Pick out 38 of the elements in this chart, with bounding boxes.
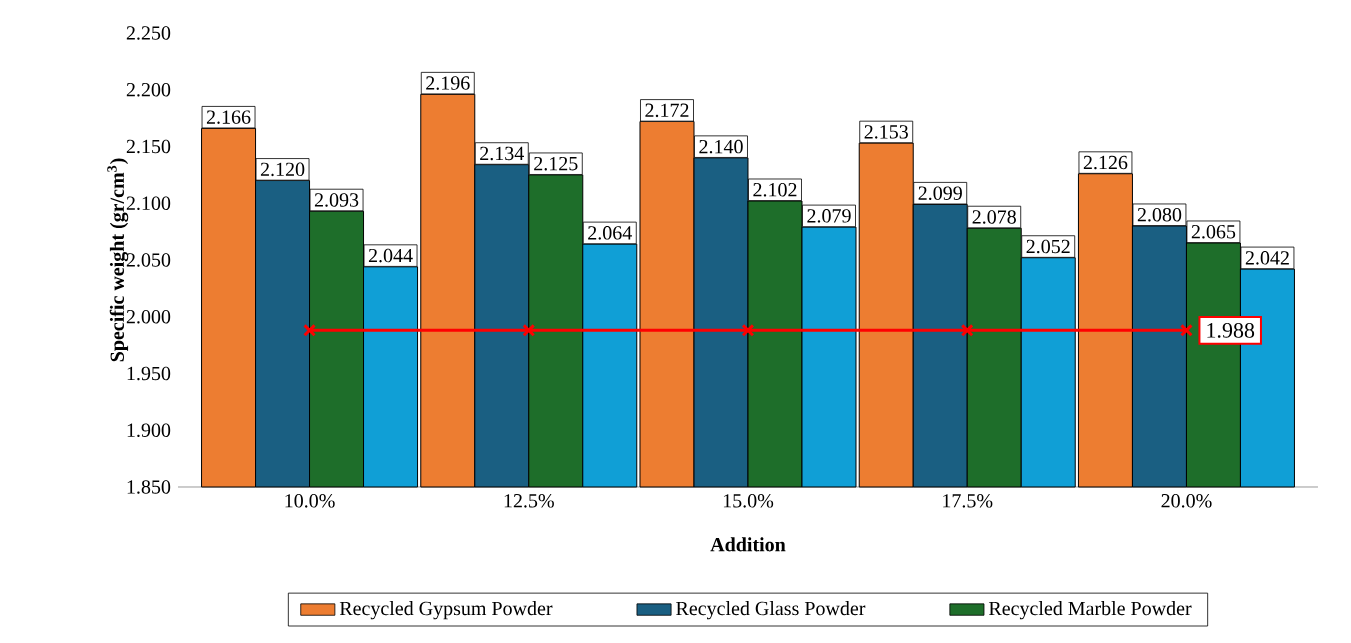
y-tick-label: 2.000 [126, 309, 171, 324]
data-label: 2.102 [753, 182, 797, 197]
data-label: 2.134 [480, 146, 524, 161]
data-label: 2.042 [1245, 251, 1289, 265]
y-tick-label: 2.150 [126, 139, 171, 154]
data-label: 2.093 [314, 193, 359, 207]
x-tick-label: 12.5% [504, 494, 554, 508]
y-tick-label: 2.100 [126, 196, 171, 211]
x-tick-label: 10.0% [285, 494, 335, 508]
x-tick-label: 15.0% [723, 494, 774, 508]
data-label: 2.120 [260, 162, 305, 177]
data-label: 2.065 [1191, 224, 1236, 239]
data-label: 1.988 [1207, 322, 1255, 338]
data-label: 2.044 [368, 248, 413, 263]
data-label: 2.172 [645, 103, 689, 118]
data-label: 2.140 [699, 139, 743, 154]
x-tick-label: 20.0% [1161, 494, 1212, 508]
y-tick-label: 1.950 [127, 366, 171, 381]
data-label: 2.064 [588, 226, 632, 240]
legend-label: Recycled Marble Powder [988, 601, 1192, 620]
legend-label: Recycled Glass Powder [676, 601, 866, 620]
data-label: 2.078 [972, 210, 1016, 224]
data-label: 2.166 [206, 110, 251, 124]
x-tick-label: 17.5% [943, 494, 993, 508]
y-tick-label: 2.200 [126, 82, 171, 97]
data-label: 2.125 [534, 156, 578, 171]
data-label: 2.099 [918, 186, 962, 200]
data-label: 2.079 [807, 209, 851, 223]
legend-label: Recycled Gypsum Powder [339, 601, 553, 620]
data-label: 2.080 [1137, 207, 1182, 222]
x-axis-title: Addition [710, 537, 786, 552]
data-label: 2.126 [1083, 155, 1128, 170]
y-tick-label: 1.900 [127, 423, 171, 438]
data-label: 2.196 [426, 76, 470, 90]
y-tick-label: 1.850 [127, 480, 171, 494]
y-tick-label: 2.250 [126, 26, 171, 40]
data-label: 2.052 [1026, 239, 1070, 254]
data-label: 2.153 [864, 125, 908, 139]
